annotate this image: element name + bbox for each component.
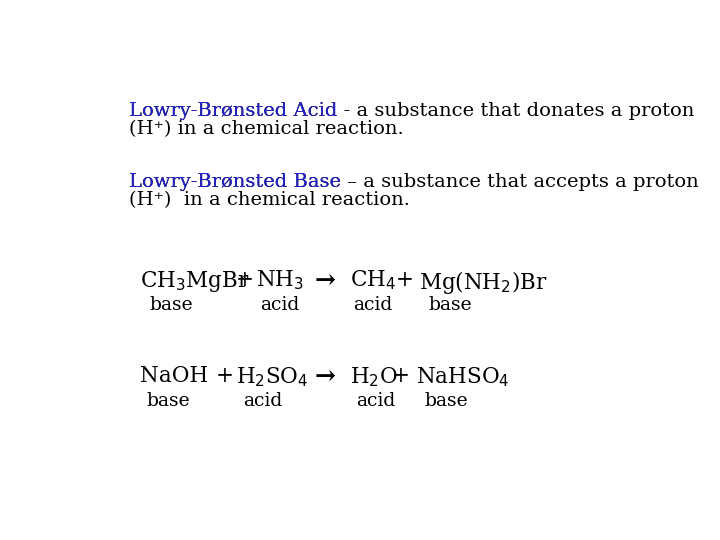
Text: NaHSO$_4$: NaHSO$_4$: [415, 365, 509, 389]
Text: (H⁺) in a chemical reaction.: (H⁺) in a chemical reaction.: [129, 120, 403, 138]
Text: acid: acid: [260, 296, 299, 314]
Text: NH$_3$: NH$_3$: [256, 269, 304, 293]
Text: NaOH: NaOH: [140, 365, 209, 387]
Text: →: →: [315, 365, 336, 389]
Text: +: +: [392, 365, 410, 387]
Text: base: base: [425, 392, 469, 410]
Text: H$_2$SO$_4$: H$_2$SO$_4$: [235, 365, 308, 389]
Text: Mg(NH$_2$)Br: Mg(NH$_2$)Br: [419, 269, 548, 296]
Text: acid: acid: [354, 296, 392, 314]
Text: +: +: [235, 269, 253, 291]
Text: acid: acid: [356, 392, 395, 410]
Text: CH$_4$: CH$_4$: [350, 269, 396, 293]
Text: base: base: [428, 296, 472, 314]
Text: Lowry-Brønsted Base – a substance that accepts a proton: Lowry-Brønsted Base – a substance that a…: [129, 173, 698, 191]
Text: Lowry-Brønsted Acid - a substance that donates a proton: Lowry-Brønsted Acid - a substance that d…: [129, 102, 694, 120]
Text: H$_2$O: H$_2$O: [350, 365, 397, 389]
Text: base: base: [147, 392, 190, 410]
Text: Lowry-Brønsted Base: Lowry-Brønsted Base: [129, 173, 341, 191]
Text: acid: acid: [243, 392, 283, 410]
Text: (H⁺)  in a chemical reaction.: (H⁺) in a chemical reaction.: [129, 191, 410, 209]
Text: Lowry-Brønsted Acid: Lowry-Brønsted Acid: [129, 102, 337, 120]
Text: →: →: [315, 269, 336, 293]
Text: +: +: [215, 365, 233, 387]
Text: +: +: [396, 269, 414, 291]
Text: base: base: [150, 296, 193, 314]
Text: CH$_3$MgBr: CH$_3$MgBr: [140, 269, 250, 294]
